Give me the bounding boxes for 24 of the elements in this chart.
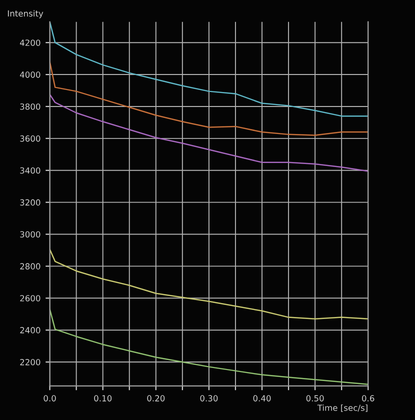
y-tick-label: 2200 [20,359,40,366]
line-series [50,61,368,136]
y-tick-label: 3400 [20,167,40,174]
x-axis-title: Time [sec/s] [317,404,368,412]
x-tick-label: 0.6 [362,395,374,402]
line-series [50,22,368,117]
y-tick-label: 4200 [20,40,40,46]
y-tick-label: 2400 [20,327,40,334]
y-axis-title: Intensity [8,10,44,18]
y-tick-label: 4000 [20,72,40,78]
x-tick-label: 0.0 [44,395,56,402]
y-tick-label: 3800 [20,103,40,110]
x-tick-label: 0.50 [306,395,324,402]
y-tick-label: 3000 [20,231,40,238]
x-tick-label: 0.30 [200,395,218,402]
line-series [50,94,368,172]
y-tick-label: 3200 [20,199,40,206]
x-tick-label: 0.40 [253,395,271,402]
line-series [50,248,368,320]
y-tick-label: 3600 [20,135,40,142]
x-tick-label: 0.20 [147,395,165,402]
y-tick-label: 2600 [20,295,40,302]
x-tick-label: 0.10 [94,395,112,402]
y-tick-label: 2800 [20,263,40,270]
